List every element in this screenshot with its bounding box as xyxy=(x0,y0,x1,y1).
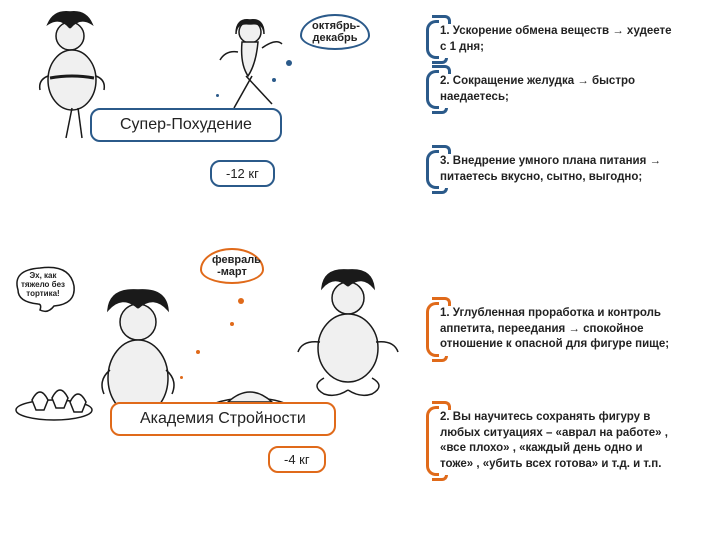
bullet-1b: 2. Сокращение желудка → быстро наедаетес… xyxy=(426,68,684,111)
weight-2-text: -4 кг xyxy=(284,452,310,467)
bullet-2b: 2. Вы научитесь сохранять фигуру в любых… xyxy=(426,404,684,478)
dot xyxy=(196,350,200,354)
dot xyxy=(230,322,234,326)
dot xyxy=(238,298,244,304)
period-1-text: октябрь-декабрь xyxy=(312,20,360,44)
dot xyxy=(272,78,276,82)
bullet-1a-text: 1. Ускорение обмена веществ → худеете с … xyxy=(440,25,672,53)
dot xyxy=(216,94,219,97)
program-title-2: Академия Стройности xyxy=(110,402,336,436)
bullet-2b-text: 2. Вы научитесь сохранять фигуру в любых… xyxy=(440,411,668,470)
weight-box-2: -4 кг xyxy=(268,446,326,473)
weight-box-1: -12 кг xyxy=(210,160,275,187)
weight-1-text: -12 кг xyxy=(226,166,259,181)
speech-bubble-text: Эх, как тяжело без тортика! xyxy=(18,272,68,298)
program-title-1-text: Супер-Похудение xyxy=(120,116,252,133)
bullet-1c-text: 3. Внедрение умного плана питания → пита… xyxy=(440,155,661,183)
bullet-1b-text: 2. Сокращение желудка → быстро наедаетес… xyxy=(440,75,635,103)
speech-text: Эх, как тяжело без тортика! xyxy=(21,271,65,298)
bullet-1c: 3. Внедрение умного плана питания → пита… xyxy=(426,148,684,191)
dot xyxy=(286,60,292,66)
bullet-2a: 1. Углубленная проработка и контроль апп… xyxy=(426,300,684,359)
program-title-1: Супер-Похудение xyxy=(90,108,282,142)
period-cloud-1: октябрь-декабрь xyxy=(300,14,370,50)
period-cloud-2: февраль -март xyxy=(200,248,264,284)
bullet-1a: 1. Ускорение обмена веществ → худеете с … xyxy=(426,18,684,61)
bullet-2a-text: 1. Углубленная проработка и контроль апп… xyxy=(440,307,669,350)
period-2-text: февраль -март xyxy=(212,254,261,278)
dot xyxy=(180,376,183,379)
illustration-top xyxy=(20,8,320,168)
program-title-2-text: Академия Стройности xyxy=(140,410,306,427)
